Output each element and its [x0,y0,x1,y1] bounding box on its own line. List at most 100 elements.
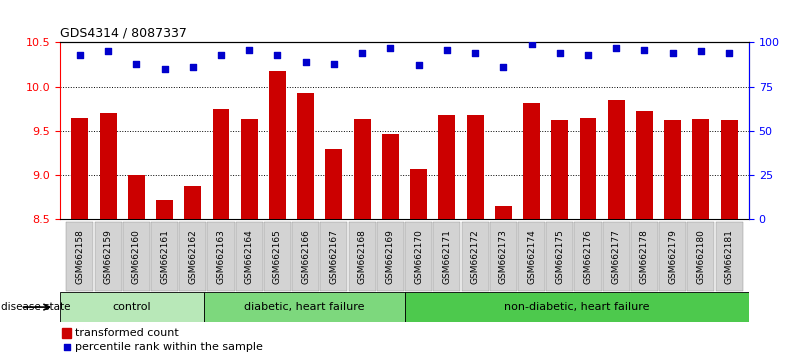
Text: GSM662177: GSM662177 [612,229,621,284]
Point [694,48,707,54]
FancyBboxPatch shape [574,222,602,291]
Point [300,59,312,65]
Point [582,52,594,58]
Bar [269,71,286,219]
Text: GSM662158: GSM662158 [75,229,84,284]
Text: GSM662173: GSM662173 [499,229,508,284]
Bar [721,120,738,219]
Text: percentile rank within the sample: percentile rank within the sample [75,342,264,352]
FancyBboxPatch shape [659,222,686,291]
Text: GSM662171: GSM662171 [442,229,451,284]
FancyBboxPatch shape [151,222,178,291]
Text: GSM662169: GSM662169 [386,229,395,284]
Point [413,63,425,68]
Bar [71,118,88,219]
FancyBboxPatch shape [433,222,461,291]
FancyBboxPatch shape [518,222,545,291]
Bar [156,200,173,219]
Text: GSM662180: GSM662180 [696,229,706,284]
FancyBboxPatch shape [235,222,263,291]
Text: GSM662166: GSM662166 [301,229,310,284]
FancyBboxPatch shape [546,222,574,291]
Text: GSM662165: GSM662165 [273,229,282,284]
Text: GSM662174: GSM662174 [527,229,536,284]
Text: GSM662159: GSM662159 [103,229,113,284]
Point [497,64,509,70]
FancyBboxPatch shape [461,222,489,291]
FancyBboxPatch shape [405,222,433,291]
Bar [551,120,568,219]
FancyBboxPatch shape [292,222,320,291]
Point [130,61,143,67]
Bar [241,119,258,219]
Text: GSM662160: GSM662160 [132,229,141,284]
FancyBboxPatch shape [715,222,743,291]
Text: GSM662172: GSM662172 [470,229,480,284]
FancyBboxPatch shape [631,222,658,291]
Text: non-diabetic, heart failure: non-diabetic, heart failure [504,302,650,312]
Text: diabetic, heart failure: diabetic, heart failure [244,302,364,312]
Bar [325,149,342,219]
Point [243,47,256,52]
FancyBboxPatch shape [179,222,207,291]
Bar [636,110,653,219]
Point [469,50,481,56]
Text: GSM662179: GSM662179 [668,229,677,284]
FancyBboxPatch shape [66,222,94,291]
Bar [99,113,116,219]
Point [60,344,73,350]
Point [723,50,735,56]
Bar [608,100,625,219]
Point [215,52,227,58]
Point [666,50,679,56]
Text: GSM662175: GSM662175 [555,229,564,284]
FancyBboxPatch shape [95,222,122,291]
Point [271,52,284,58]
Bar [62,327,71,338]
Text: GDS4314 / 8087337: GDS4314 / 8087337 [60,27,187,40]
FancyBboxPatch shape [264,222,291,291]
FancyBboxPatch shape [602,222,630,291]
Bar [410,169,427,219]
Text: GSM662163: GSM662163 [216,229,226,284]
Bar [438,115,455,219]
Bar [580,118,597,219]
Text: GSM662170: GSM662170 [414,229,423,284]
Point [384,45,396,51]
FancyBboxPatch shape [123,222,150,291]
Bar [405,292,749,322]
FancyBboxPatch shape [687,222,714,291]
Point [328,61,340,67]
Bar [382,133,399,219]
Point [610,45,622,51]
Point [102,48,115,54]
Point [187,64,199,70]
FancyBboxPatch shape [348,222,376,291]
Point [158,66,171,72]
Text: GSM662178: GSM662178 [640,229,649,284]
Bar [693,119,710,219]
Bar [212,109,229,219]
Point [356,50,368,56]
FancyBboxPatch shape [489,222,517,291]
Bar [297,93,314,219]
Text: GSM662164: GSM662164 [245,229,254,284]
Bar [60,292,203,322]
Point [525,41,538,47]
Text: GSM662176: GSM662176 [583,229,593,284]
Text: control: control [112,302,151,312]
Text: GSM662181: GSM662181 [725,229,734,284]
Bar [354,119,371,219]
Bar [664,120,681,219]
Bar [128,175,145,219]
Text: GSM662161: GSM662161 [160,229,169,284]
Text: disease state: disease state [1,302,70,312]
FancyBboxPatch shape [320,222,348,291]
Bar [467,115,484,219]
Bar [495,206,512,219]
Point [638,47,651,52]
Text: GSM662168: GSM662168 [358,229,367,284]
Text: GSM662162: GSM662162 [188,229,197,284]
Bar [203,292,405,322]
Point [441,47,453,52]
